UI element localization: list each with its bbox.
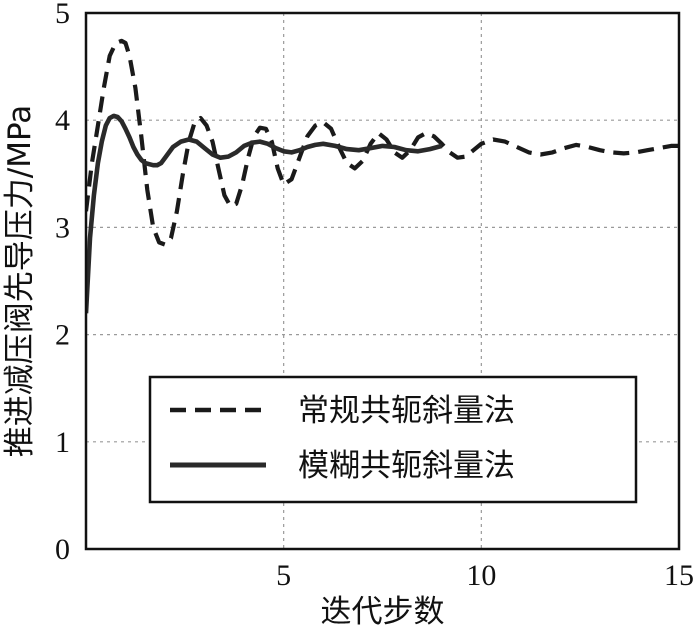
x-tick-label: 15 xyxy=(664,559,694,592)
y-tick-label: 4 xyxy=(55,104,70,137)
y-axis-label: 推进减压阀先导压力/MPa xyxy=(2,105,38,458)
x-tick-label: 5 xyxy=(276,559,291,592)
series-line-fuzzy xyxy=(86,113,443,314)
y-tick-label: 2 xyxy=(55,319,70,352)
y-tick-label: 0 xyxy=(55,533,70,566)
y-tick-label: 1 xyxy=(55,426,70,459)
series-line-conventional xyxy=(86,38,679,247)
y-tick-label: 5 xyxy=(55,0,70,30)
x-tick-label: 10 xyxy=(466,559,496,592)
legend-box xyxy=(148,375,638,504)
legend-entry-fuzzy: 模糊共轭斜量法 xyxy=(298,448,515,484)
y-tick-label: 3 xyxy=(55,211,70,244)
legend-entry-conventional: 常规共轭斜量法 xyxy=(298,393,515,429)
y-tick-labels: 0 1 2 3 4 5 xyxy=(55,0,70,566)
legend: 常规共轭斜量法 模糊共轭斜量法 xyxy=(148,375,638,504)
x-axis-label: 迭代步数 xyxy=(321,594,445,630)
plot-frame xyxy=(84,11,681,551)
x-tick-labels: 5 10 15 xyxy=(276,559,694,592)
series-layer xyxy=(86,38,679,314)
